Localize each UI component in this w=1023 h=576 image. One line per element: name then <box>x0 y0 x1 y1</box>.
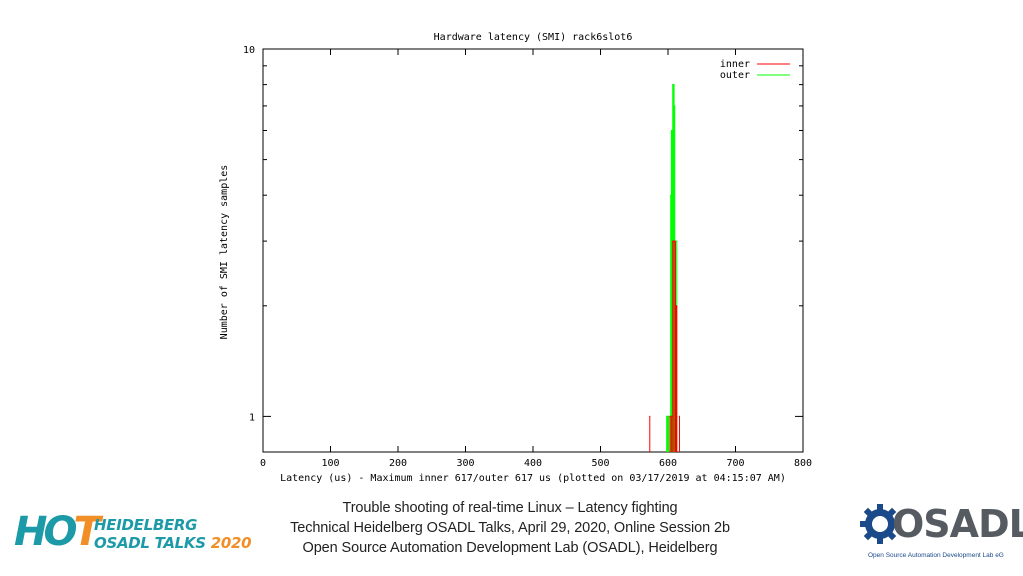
osadl-subtitle: Open Source Automation Development Lab e… <box>868 552 1004 559</box>
y-tick-label: 1 <box>249 412 255 423</box>
hot-logo-heidelberg: HEIDELBERG <box>94 516 198 534</box>
hot-logo-talks: OSADL TALKS 2020 <box>94 534 252 552</box>
y-axis-label: Number of SMI latency samples <box>219 165 230 340</box>
plot-frame <box>262 48 804 453</box>
y-tick-label: 10 <box>243 45 255 56</box>
legend-label-inner: inner <box>720 59 750 70</box>
latency-chart: Hardware latency (SMI) rack6slot6 Latenc… <box>219 32 812 484</box>
hot-logo: HOT HEIDELBERG OSADL TALKS 2020 <box>14 509 252 558</box>
osadl-logo: OSADL Open Source Automation Development… <box>858 500 1023 568</box>
y-axis-ticks: 1 10 <box>243 45 803 423</box>
caption-line-1: Trouble shooting of real-time Linux – La… <box>342 500 678 516</box>
x-axis-ticks: 0 100 200 300 400 500 600 700 800 <box>260 49 812 469</box>
osadl-wordmark: OSADL <box>892 502 1023 546</box>
x-tick-label: 300 <box>456 458 474 469</box>
x-axis-label: Latency (us) - Maximum inner 617/outer 6… <box>280 473 786 484</box>
caption-line-2: Technical Heidelberg OSADL Talks, April … <box>290 520 730 536</box>
series-layer <box>649 84 681 452</box>
x-tick-label: 0 <box>260 458 266 469</box>
series-line-inner <box>649 240 680 452</box>
series-inner <box>649 240 681 452</box>
x-tick-label: 100 <box>321 458 339 469</box>
slide-caption: Trouble shooting of real-time Linux – La… <box>250 498 770 558</box>
x-tick-label: 800 <box>794 458 812 469</box>
gear-icon <box>860 504 900 544</box>
legend-label-outer: outer <box>720 70 750 81</box>
hot-logo-mark: HOT <box>14 509 101 555</box>
x-tick-label: 500 <box>591 458 609 469</box>
x-tick-label: 600 <box>659 458 677 469</box>
x-tick-label: 200 <box>389 458 407 469</box>
caption-line-3: Open Source Automation Development Lab (… <box>302 540 718 556</box>
x-tick-label: 400 <box>524 458 542 469</box>
chart-title: Hardware latency (SMI) rack6slot6 <box>434 32 633 43</box>
x-tick-label: 700 <box>726 458 744 469</box>
